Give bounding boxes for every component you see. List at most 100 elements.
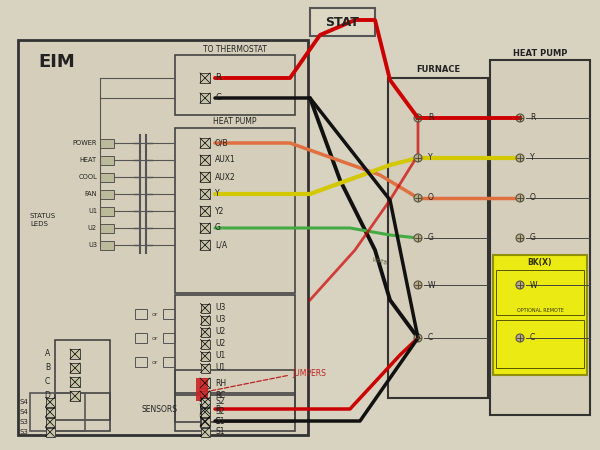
Text: RC: RC: [215, 392, 225, 400]
Text: S2: S2: [215, 397, 224, 406]
Text: S3: S3: [19, 429, 28, 435]
Text: R: R: [215, 405, 220, 414]
Text: G: G: [215, 224, 221, 233]
Circle shape: [414, 281, 422, 289]
Bar: [100, 189, 114, 198]
Bar: [70, 363, 80, 373]
Circle shape: [414, 114, 422, 122]
Text: POWER: POWER: [73, 140, 97, 146]
Text: AUX2: AUX2: [215, 172, 236, 181]
Text: SENSORS: SENSORS: [142, 405, 178, 414]
Text: JUMPERS: JUMPERS: [292, 369, 326, 378]
Bar: [70, 377, 80, 387]
Bar: [200, 416, 210, 426]
Bar: [200, 339, 209, 348]
Text: Y2: Y2: [215, 207, 224, 216]
Bar: [100, 156, 114, 165]
Bar: [200, 155, 210, 165]
Text: L/A: L/A: [215, 240, 227, 249]
Text: S4: S4: [19, 409, 28, 415]
Text: U1: U1: [215, 364, 225, 373]
Bar: [46, 397, 55, 406]
Circle shape: [516, 154, 524, 162]
Text: U3: U3: [215, 315, 226, 324]
Bar: [200, 73, 210, 83]
Text: OPTIONAL REMOTE: OPTIONAL REMOTE: [517, 307, 563, 312]
Text: U2: U2: [215, 339, 225, 348]
Bar: [200, 206, 210, 216]
Text: U3: U3: [215, 303, 226, 312]
Bar: [100, 172, 114, 181]
Text: or: or: [152, 360, 158, 364]
Text: G: G: [530, 234, 536, 243]
Text: C: C: [45, 378, 50, 387]
Text: C: C: [428, 333, 433, 342]
Text: D: D: [44, 392, 50, 400]
Circle shape: [414, 154, 422, 162]
Bar: [70, 391, 80, 401]
Bar: [200, 303, 209, 312]
Text: W: W: [428, 280, 436, 289]
Bar: [200, 223, 210, 233]
Bar: [55, 340, 110, 420]
Bar: [175, 370, 295, 422]
Text: WSTB: WSTB: [371, 257, 388, 266]
Bar: [163, 357, 175, 367]
Bar: [200, 93, 210, 103]
Text: COOL: COOL: [78, 174, 97, 180]
Text: or: or: [152, 311, 158, 316]
Bar: [200, 404, 210, 414]
Text: G: G: [428, 234, 434, 243]
Bar: [175, 128, 295, 293]
Bar: [496, 320, 584, 368]
Bar: [46, 418, 55, 427]
Bar: [175, 295, 295, 395]
Bar: [490, 60, 590, 415]
Bar: [200, 364, 209, 373]
Text: STAT: STAT: [325, 15, 359, 28]
Text: S3: S3: [19, 419, 28, 425]
Text: R: R: [215, 73, 221, 82]
Bar: [46, 408, 55, 417]
Text: C: C: [215, 417, 220, 426]
Text: O: O: [530, 194, 536, 202]
Text: U1: U1: [215, 351, 225, 360]
Circle shape: [414, 334, 422, 342]
Bar: [200, 418, 209, 427]
Bar: [100, 207, 114, 216]
Bar: [200, 351, 209, 360]
Bar: [196, 378, 208, 401]
Bar: [46, 428, 55, 436]
Bar: [163, 309, 175, 319]
Bar: [100, 224, 114, 233]
Text: or: or: [152, 336, 158, 341]
Bar: [200, 189, 210, 199]
Text: O/B: O/B: [215, 139, 229, 148]
Text: EIM: EIM: [38, 53, 75, 71]
Bar: [175, 55, 295, 115]
Text: S2: S2: [215, 408, 224, 417]
Text: BK(X): BK(X): [528, 258, 552, 267]
Bar: [100, 139, 114, 148]
Text: C: C: [530, 333, 535, 342]
Text: Y: Y: [530, 153, 535, 162]
Text: A: A: [45, 350, 50, 359]
Circle shape: [516, 234, 524, 242]
Text: HEAT PUMP: HEAT PUMP: [513, 49, 567, 58]
Text: HEAT: HEAT: [80, 157, 97, 163]
Text: C: C: [215, 94, 221, 103]
Text: FURNACE: FURNACE: [416, 66, 460, 75]
Text: O: O: [428, 194, 434, 202]
Bar: [200, 391, 210, 401]
Bar: [200, 428, 209, 436]
Text: Y: Y: [215, 189, 220, 198]
Circle shape: [516, 114, 524, 122]
Text: S1: S1: [215, 418, 224, 427]
Circle shape: [516, 194, 524, 202]
Bar: [70, 349, 80, 359]
Bar: [135, 357, 147, 367]
Bar: [100, 240, 114, 249]
Text: R: R: [428, 113, 433, 122]
Text: R: R: [530, 113, 535, 122]
Text: HEAT PUMP: HEAT PUMP: [213, 117, 257, 126]
